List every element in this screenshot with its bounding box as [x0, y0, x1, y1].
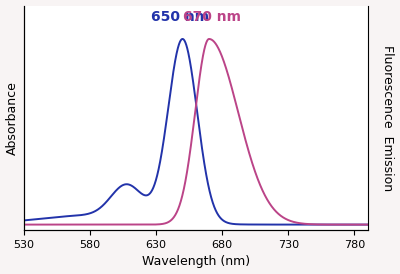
- Y-axis label: Fluorescence  Emission: Fluorescence Emission: [382, 45, 394, 191]
- Text: 670 nm: 670 nm: [183, 10, 241, 24]
- Y-axis label: Absorbance: Absorbance: [6, 81, 18, 155]
- Text: 650 nm: 650 nm: [151, 10, 209, 24]
- X-axis label: Wavelength (nm): Wavelength (nm): [142, 255, 250, 269]
